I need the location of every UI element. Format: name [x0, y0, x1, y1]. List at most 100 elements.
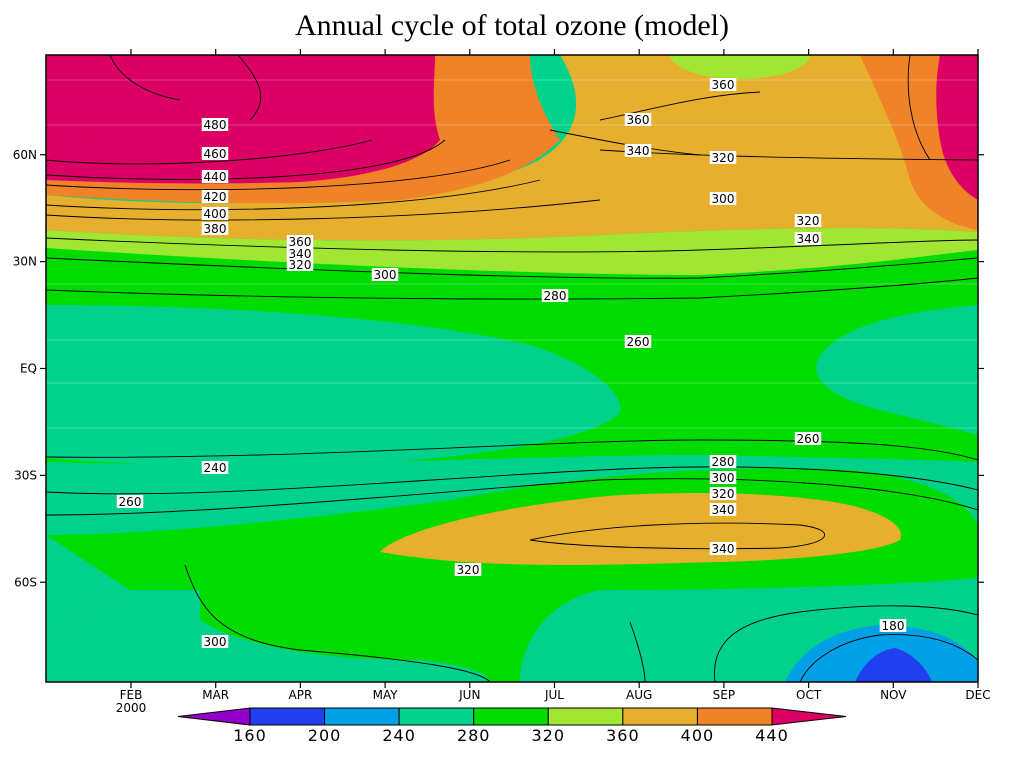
colorbar-max-triangle	[771, 707, 847, 726]
contour-label: 280	[709, 455, 737, 469]
contour-label: 300	[371, 268, 399, 282]
contour-label: 320	[794, 214, 822, 228]
contour-label: 480	[201, 118, 229, 132]
contour-region-240-2	[46, 305, 621, 467]
svg-text:320: 320	[712, 487, 735, 501]
contour-line-11	[529, 522, 825, 550]
colorbar-min-triangle	[177, 707, 251, 726]
colorbar-tick-label: 240	[382, 726, 416, 745]
contour-line-13	[629, 621, 646, 682]
x-tick-label: JUL	[544, 688, 564, 702]
contour-line-4	[46, 199, 601, 221]
colorbar-segment	[622, 707, 698, 726]
contour-label: 320	[709, 151, 737, 165]
chart-title: Annual cycle of total ozone (model)	[295, 9, 729, 42]
svg-text:300: 300	[204, 635, 227, 649]
x-tick-label: FEB	[120, 688, 143, 702]
svg-text:420: 420	[204, 190, 227, 204]
colorbar-tick-label: 160	[233, 726, 267, 745]
contour-lines	[46, 55, 978, 682]
x-tick-label: AUG	[626, 688, 652, 702]
contour-line-18	[599, 91, 761, 121]
x-tick-label: JUN	[458, 688, 480, 702]
contour-region-260-7	[46, 590, 490, 682]
contour-label: 320	[454, 563, 482, 577]
svg-text:300: 300	[374, 268, 397, 282]
contour-region-360-13	[46, 55, 978, 241]
colorbar-tick-label: 360	[606, 726, 640, 745]
svg-text:320: 320	[797, 214, 820, 228]
svg-text:360: 360	[289, 235, 312, 249]
contour-labels: 4804604404204003803603403203002802602402…	[116, 78, 907, 649]
contour-line-7	[46, 277, 978, 300]
contour-label: 360	[286, 235, 314, 249]
contour-label: 400	[201, 207, 229, 221]
colorbar-segment	[398, 707, 475, 726]
svg-text:480: 480	[204, 118, 227, 132]
svg-text:260: 260	[119, 495, 142, 509]
svg-text:260: 260	[797, 432, 820, 446]
y-axis: 60N 30N EQ 30S 60S	[13, 148, 984, 589]
contour-label: 320	[286, 258, 314, 272]
svg-text:260: 260	[627, 335, 650, 349]
contour-line-1	[46, 139, 446, 180]
svg-text:460: 460	[204, 147, 227, 161]
y-tick-label: 30N	[13, 255, 37, 269]
svg-text:360: 360	[712, 78, 735, 92]
colorbar-segment	[249, 707, 326, 726]
contour-label: 360	[624, 113, 652, 127]
contour-label: 300	[709, 192, 737, 206]
svg-text:440: 440	[204, 170, 227, 184]
colorbar-tick-label: 320	[532, 726, 566, 745]
colorbar: 160 200 240 280 320 360 400 440	[177, 707, 847, 745]
svg-text:340: 340	[712, 542, 735, 556]
contour-label: 240	[201, 461, 229, 475]
x-tick-label: OCT	[796, 688, 822, 702]
contour-line-6	[46, 257, 978, 279]
y-tick-label: 60S	[14, 575, 37, 589]
colorbar-tick-label: 400	[681, 726, 715, 745]
contour-line-2	[46, 159, 511, 191]
contour-line-19	[907, 55, 931, 161]
svg-text:340: 340	[627, 144, 650, 158]
contour-line-5	[46, 237, 978, 253]
contour-label: 320	[709, 487, 737, 501]
x-tick-label: APR	[289, 688, 313, 702]
contour-line-12	[184, 564, 491, 682]
contour-region-440-18	[936, 55, 978, 200]
contour-line-9	[46, 466, 978, 495]
contour-line-16	[237, 55, 262, 121]
contour-region-160-11	[855, 648, 932, 682]
svg-text:280: 280	[712, 455, 735, 469]
contour-label: 280	[541, 289, 569, 303]
contour-label: 340	[624, 144, 652, 158]
contour-line-17	[109, 55, 181, 101]
colorbar-segment	[473, 707, 549, 726]
y-tick-label: 60N	[13, 148, 37, 162]
contour-label: 260	[794, 432, 822, 446]
contour-label: 440	[201, 170, 229, 184]
x-tick-label: 2000	[116, 701, 147, 715]
colorbar-tick-label: 440	[755, 726, 789, 745]
contour-line-3	[46, 179, 541, 211]
x-tick-label: SEP	[713, 688, 735, 702]
x-tick-label: NOV	[880, 688, 907, 702]
contour-label: 260	[116, 495, 144, 509]
contour-label: 420	[201, 190, 229, 204]
filled-regions	[46, 55, 978, 682]
colorbar-segment	[547, 707, 624, 726]
contour-line-15	[799, 634, 978, 682]
x-tick-label: MAR	[202, 688, 229, 702]
contour-label: 340	[709, 542, 737, 556]
colorbar-segment	[696, 707, 773, 726]
contour-label: 340	[794, 232, 822, 246]
contour-line-0	[46, 139, 373, 165]
svg-text:400: 400	[204, 207, 227, 221]
plot-area	[46, 55, 978, 682]
svg-text:300: 300	[712, 471, 735, 485]
svg-text:380: 380	[204, 222, 227, 236]
colorbar-segment	[324, 707, 400, 726]
svg-text:340: 340	[289, 247, 312, 261]
